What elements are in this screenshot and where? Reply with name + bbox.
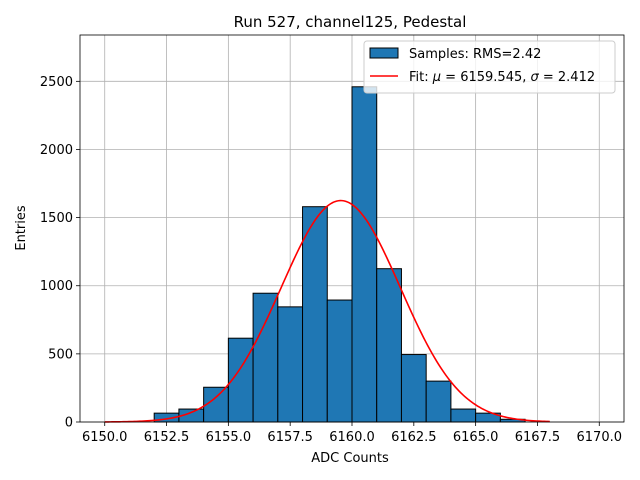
x-tick-label: 6150.0 — [82, 430, 128, 445]
legend: Samples: RMS=2.42 Fit: μ = 6159.545, σ =… — [363, 40, 616, 94]
x-tick-label: 6155.0 — [206, 430, 252, 445]
legend-histogram-swatch — [369, 47, 399, 59]
histogram-bar — [450, 408, 477, 423]
x-tick-label: 6152.5 — [144, 430, 190, 445]
x-tick-label: 6160.0 — [329, 430, 375, 445]
legend-fit-sigma-value: = 2.412 — [539, 70, 595, 85]
legend-fit-prefix: Fit: — [409, 70, 433, 85]
x-tick-label: 6170.0 — [577, 430, 623, 445]
histogram-bar — [302, 206, 328, 423]
legend-histogram-label: Samples: RMS=2.42 — [409, 47, 541, 62]
chart-title: Run 527, channel125, Pedestal — [234, 13, 467, 31]
x-tick-label: 6165.0 — [453, 430, 499, 445]
y-tick-label: 1000 — [40, 279, 73, 294]
y-tick-label: 2000 — [40, 143, 73, 158]
x-tick-label: 6162.5 — [391, 430, 437, 445]
y-tick-label: 2500 — [40, 75, 73, 90]
y-tick-label: 0 — [65, 416, 73, 431]
x-tick-label: 6167.5 — [515, 430, 561, 445]
histogram-bar — [351, 86, 378, 423]
histogram-bar — [425, 380, 452, 423]
y-axis-ticks: 0 500 1000 1500 2000 2500 — [40, 75, 80, 431]
histogram-bar — [252, 292, 279, 423]
histogram-bar — [326, 299, 353, 423]
x-tick-label: 6157.5 — [267, 430, 313, 445]
y-axis-label: Entries — [14, 205, 29, 251]
legend-box — [363, 40, 616, 94]
y-tick-label: 1500 — [40, 211, 73, 226]
histogram-bar — [400, 354, 427, 423]
histogram-bar — [277, 306, 304, 423]
legend-fit-mu-value: = 6159.545, — [441, 70, 530, 85]
y-tick-label: 500 — [48, 347, 73, 362]
x-axis-ticks: 6150.0 6152.5 6155.0 6157.5 6160.0 6162.5 6165… — [82, 422, 622, 445]
legend-fit-label: Fit: μ = 6159.545, σ = 2.412 — [409, 70, 595, 85]
legend-fit-mu-symbol: μ — [432, 70, 441, 85]
histogram-bar — [203, 386, 229, 423]
x-axis-label: ADC Counts — [311, 451, 389, 466]
histogram-bar — [376, 268, 402, 423]
legend-fit-sigma-symbol: σ — [531, 70, 540, 85]
fit-curve — [104, 199, 550, 423]
